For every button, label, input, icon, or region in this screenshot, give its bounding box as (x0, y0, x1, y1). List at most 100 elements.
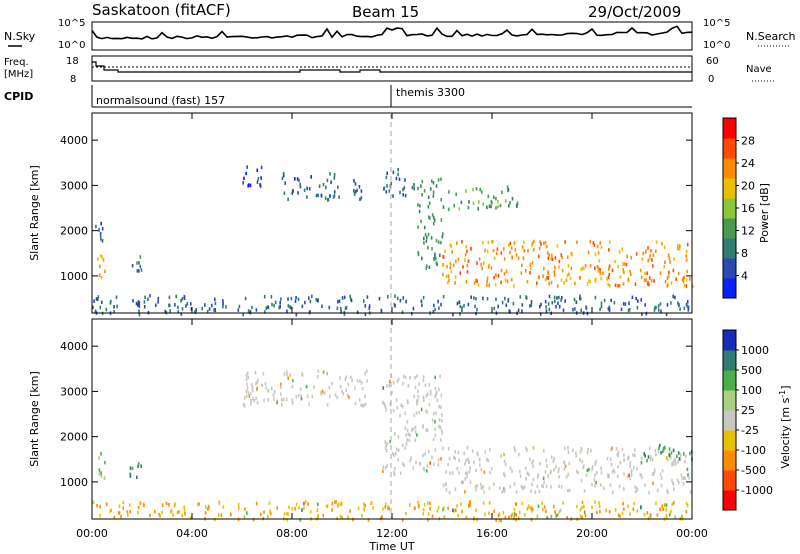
power-echo-cell (440, 240, 442, 245)
power-echo-cell (495, 297, 497, 301)
power-echo-cell (484, 248, 486, 253)
power-echo-cell (659, 302, 662, 306)
velocity-echo-cell (666, 458, 669, 462)
power-echo-cell (431, 213, 434, 217)
power-echo-cell (448, 190, 450, 194)
power-echo-cell (386, 184, 388, 188)
velocity-echo-cell (417, 395, 420, 399)
velocity-echo-cell (263, 398, 265, 403)
velocity-echo-cell (467, 457, 469, 462)
power-echo-cell (645, 311, 648, 316)
velocity-echo-cell (342, 391, 345, 396)
velocity-echo-cell (286, 372, 288, 377)
power-echo-cell (673, 257, 675, 261)
power-echo-cell (513, 241, 516, 245)
velocity-echo-cell (591, 482, 593, 487)
velocity-echo-cell (262, 372, 265, 376)
power-echo-cell (256, 180, 259, 184)
velocity-echo-cell (458, 471, 460, 475)
velocity-echo-cell (486, 457, 488, 462)
velocity-echo-cell (322, 370, 325, 374)
velocity-echo-cell (553, 468, 555, 472)
power-echo-cell (547, 276, 550, 280)
velocity-echo-cell (539, 461, 541, 466)
power-echo-cell (574, 281, 576, 286)
velocity-echo-cell (348, 395, 350, 399)
power-echo-cell (629, 272, 632, 277)
velocity-echo-cell (646, 458, 648, 463)
power-echo-cell (356, 310, 359, 314)
power-echo-cell (136, 303, 139, 307)
power-echo-cell (467, 302, 470, 307)
power-colorbar-cell (723, 238, 736, 259)
velocity-echo-cell (525, 477, 527, 481)
power-echo-cell (555, 304, 557, 309)
velocity-echo-cell (623, 472, 625, 476)
velocity-echo-cell (526, 471, 529, 476)
velocity-echo-cell (422, 512, 424, 516)
power-echo-cell (168, 295, 171, 300)
velocity-echo-cell (466, 475, 468, 479)
power-echo-cell (508, 309, 511, 313)
velocity-echo-cell (382, 465, 385, 469)
velocity-echo-cell (526, 448, 528, 452)
power-echo-cell (287, 304, 290, 308)
power-echo-cell (101, 300, 103, 305)
power-echo-cell (105, 307, 108, 312)
velocity-echo-cell (443, 515, 446, 519)
power-echo-cell (412, 306, 415, 311)
power-echo-cell (521, 309, 523, 313)
power-echo-cell (635, 252, 638, 256)
power-echo-cell (425, 266, 427, 270)
power-echo-cell (434, 252, 436, 256)
velocity-echo-cell (689, 490, 692, 494)
power-echo-cell (500, 251, 503, 255)
velocity-echo-cell (515, 490, 518, 494)
power-echo-cell (606, 277, 608, 281)
power-echo-cell (195, 308, 197, 312)
power-echo-cell (458, 300, 460, 305)
velocity-echo-cell (665, 507, 667, 512)
velocity-echo-cell (532, 459, 534, 463)
velocity-echo-cell (118, 511, 120, 515)
velocity-echo-cell (560, 485, 563, 489)
velocity-echo-cell (557, 469, 560, 474)
power-echo-cell (462, 265, 464, 269)
velocity-echo-cell (471, 449, 474, 453)
velocity-echo-cell (580, 478, 583, 483)
velocity-echo-cell (466, 445, 469, 450)
velocity-echo-cell (396, 379, 399, 383)
power-echo-cell (355, 189, 357, 194)
velocity-echo-cell (618, 484, 621, 489)
velocity-echo-cell (429, 389, 432, 394)
power-echo-cell (402, 187, 404, 192)
velocity-echo-cell (670, 451, 673, 455)
velocity-echo-cell (623, 507, 625, 511)
velocity-echo-cell (286, 518, 288, 522)
velocity-colorbar-cell (723, 330, 736, 351)
velocity-echo-cell (280, 392, 282, 396)
power-echo-cell (679, 244, 681, 248)
power-echo-cell (627, 278, 630, 283)
power-echo-cell (597, 266, 600, 271)
power-echo-cell (98, 273, 101, 277)
velocity-echo-cell (521, 501, 523, 506)
power-echo-cell (333, 190, 336, 194)
velocity-echo-cell (531, 461, 533, 465)
power-echo-cell (155, 303, 157, 307)
velocity-echo-cell (621, 511, 624, 515)
power-echo-cell (333, 194, 336, 198)
velocity-echo-cell (425, 394, 428, 398)
velocity-echo-cell (323, 391, 326, 395)
velocity-colorbar-cell (723, 410, 736, 431)
power-echo-cell (442, 205, 445, 209)
velocity-echo-cell (606, 456, 609, 461)
velocity-echo-cell (662, 449, 664, 454)
velocity-echo-cell (331, 501, 334, 506)
velocity-echo-cell (452, 508, 454, 512)
power-echo-cell (94, 309, 97, 314)
power-echo-cell (486, 279, 488, 284)
velocity-echo-cell (281, 398, 283, 402)
